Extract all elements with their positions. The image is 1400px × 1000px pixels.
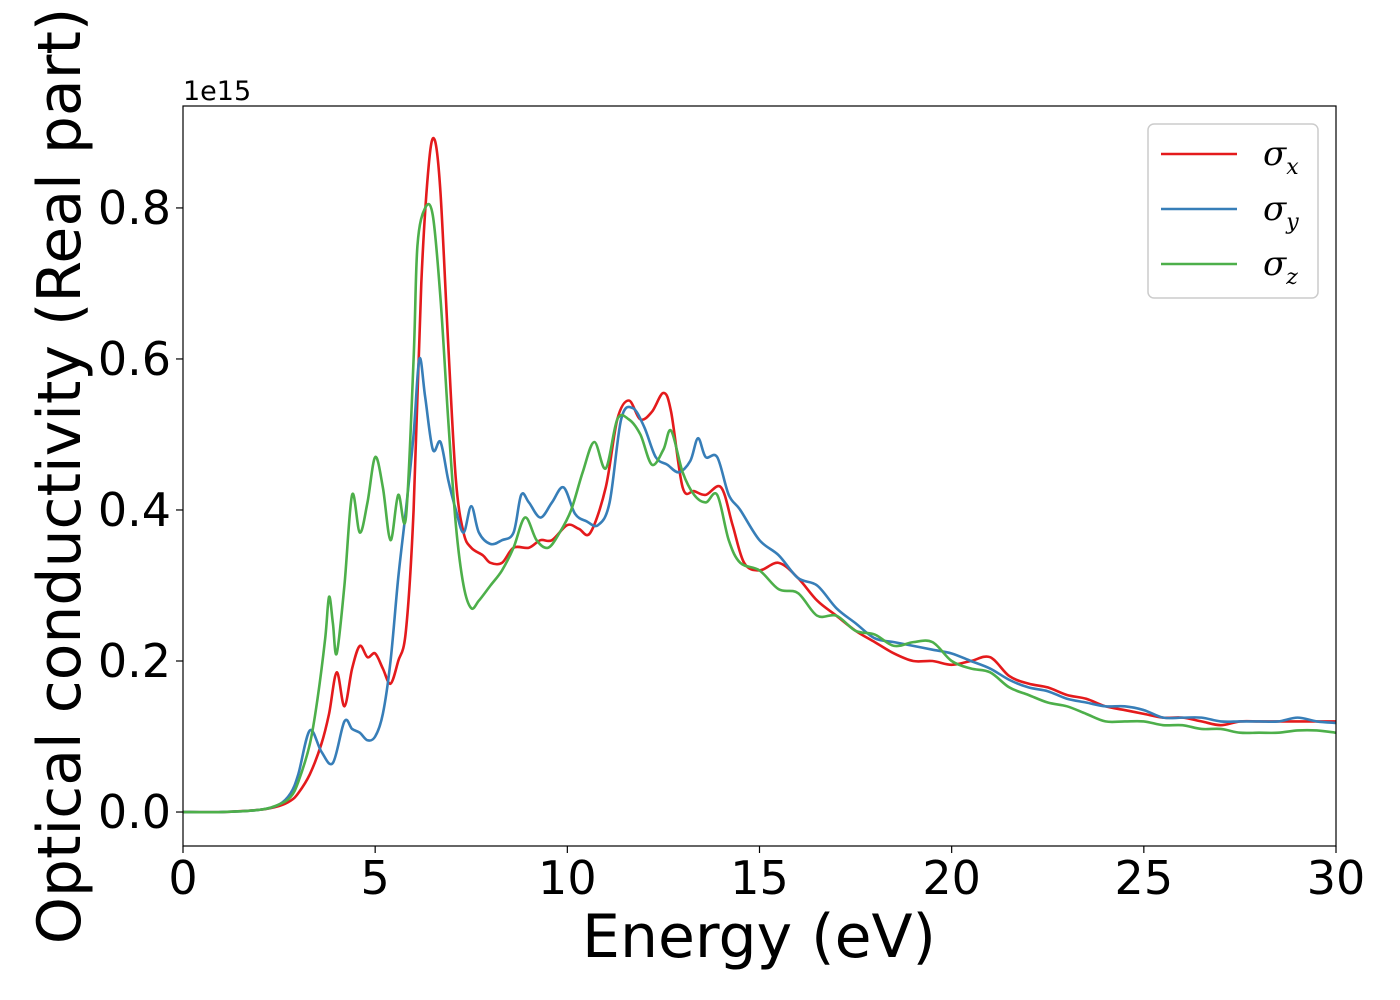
y-tick-label: 0.8 (98, 181, 171, 235)
x-tick-label: 30 (1307, 851, 1366, 905)
legend-label-y: σy (1263, 189, 1299, 235)
y-tick-label: 0.0 (98, 785, 171, 839)
x-tick-label: 0 (168, 851, 197, 905)
x-tick-label: 10 (538, 851, 597, 905)
y-tick-label: 0.6 (98, 332, 171, 386)
series-line-x (182, 136, 1336, 814)
x-tick-label: 25 (1115, 851, 1174, 905)
y-offset-label: 1e15 (183, 76, 251, 107)
series-line-z (182, 202, 1337, 814)
x-axis-title: Energy (eV) (582, 902, 936, 972)
x-tick-label: 5 (361, 851, 390, 905)
y-axis-title: Optical conductivity (Real part) (25, 8, 95, 945)
legend-box (1147, 123, 1319, 299)
series-layer (182, 136, 1337, 814)
x-tick-label: 15 (730, 851, 789, 905)
y-tick-label: 0.4 (98, 483, 171, 537)
legend-entries: σx σy σz (1161, 134, 1299, 290)
legend-label-x: σx (1263, 134, 1299, 180)
x-axis-ticks: 0 5 10 15 20 25 30 (168, 846, 1365, 905)
series-line-y (182, 356, 1337, 814)
x-tick-label: 20 (922, 851, 981, 905)
legend: σx σy σz (1147, 123, 1319, 299)
y-tick-label: 0.2 (98, 634, 171, 688)
y-axis-ticks: 0.0 0.2 0.4 0.6 0.8 (98, 181, 183, 839)
legend-label-z: σz (1263, 244, 1298, 290)
